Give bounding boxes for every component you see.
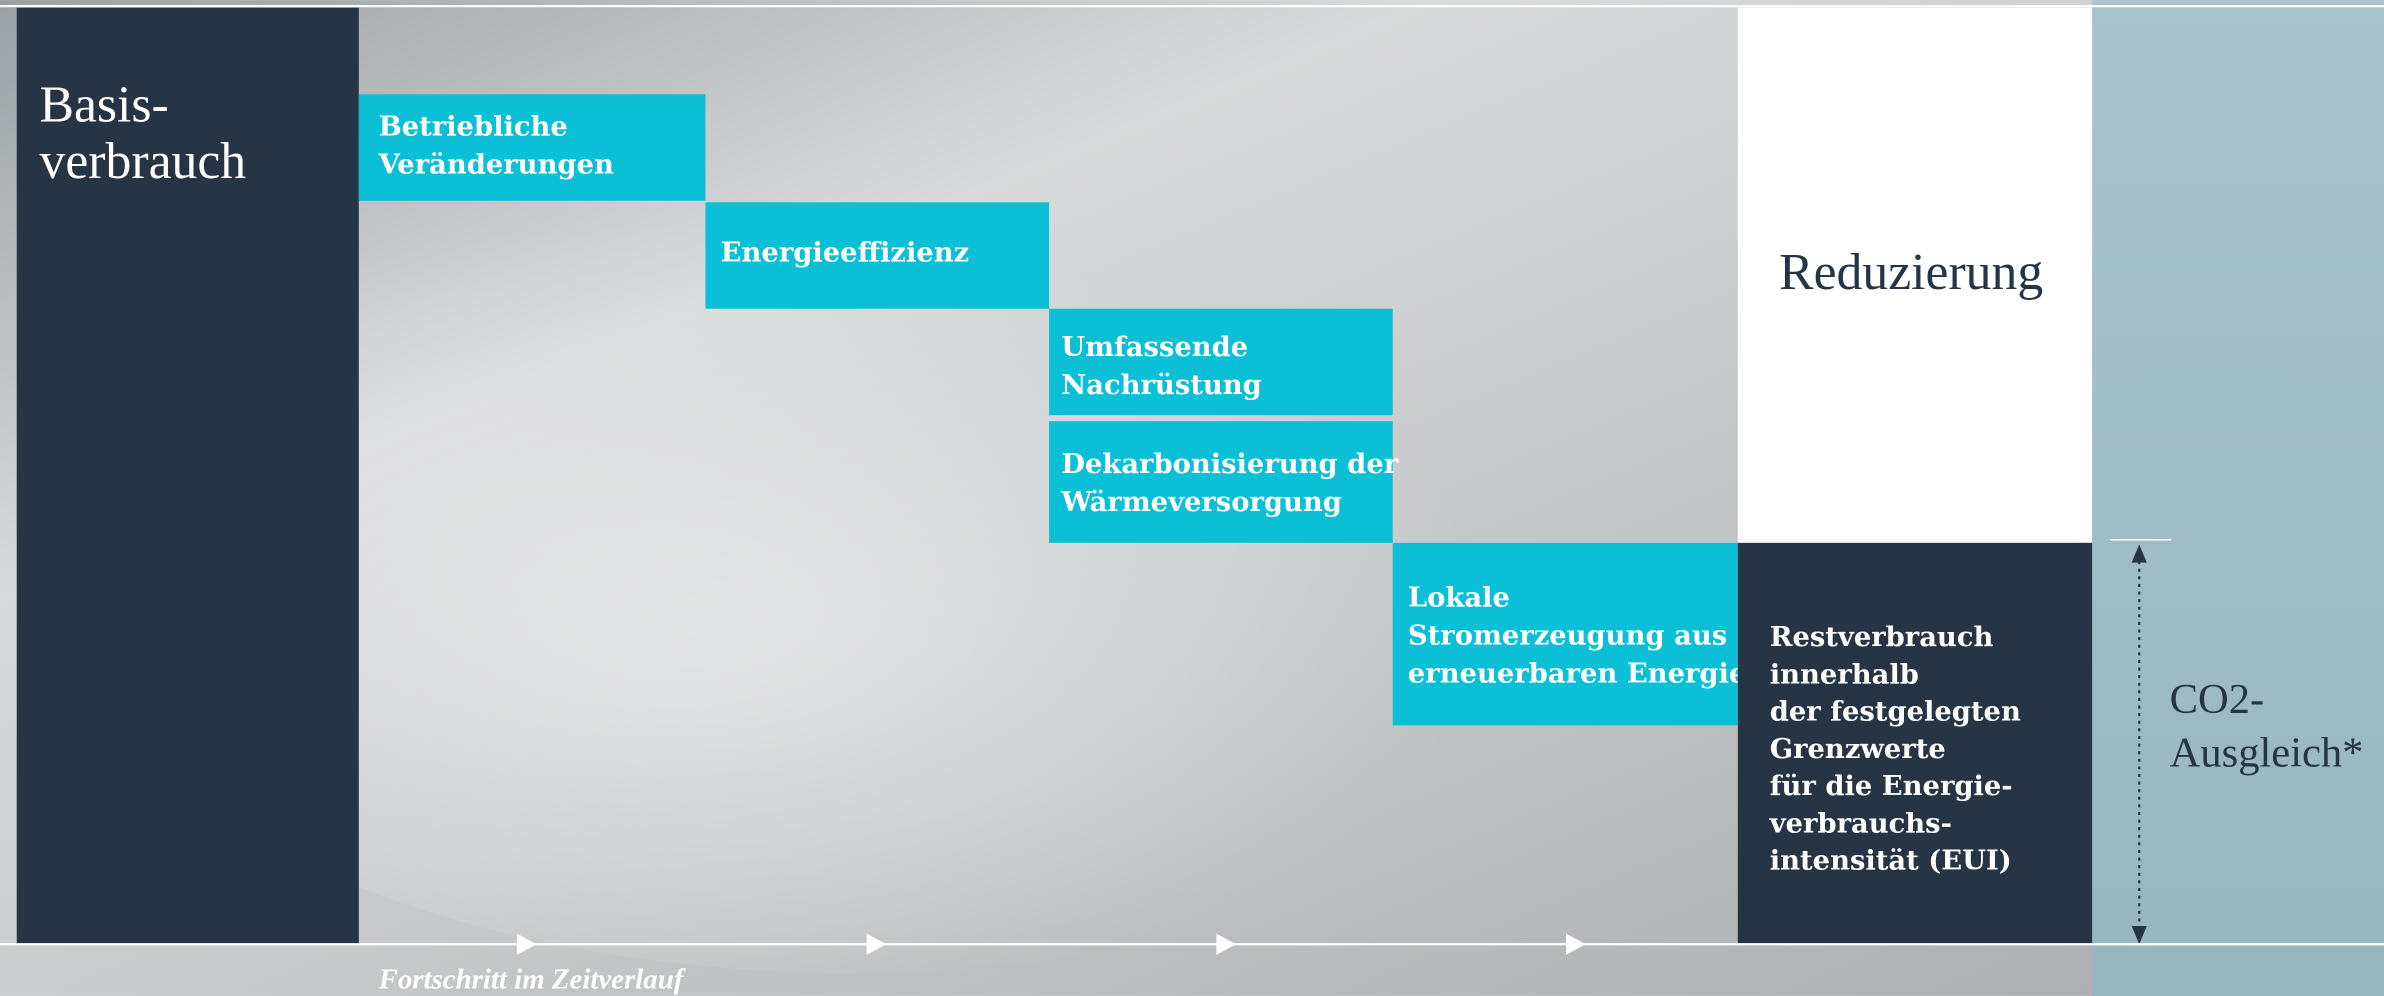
step-label: Energieeffizienz <box>721 237 970 269</box>
residual-label: der festgelegten <box>1770 696 2021 728</box>
step-label: Nachrüstung <box>1061 369 1262 401</box>
step-label: Lokale <box>1408 582 1510 614</box>
reduction-label: Reduzierung <box>1779 244 2043 301</box>
step-label: erneuerbaren Energie <box>1408 658 1746 690</box>
base-label: Basis- <box>40 77 169 134</box>
residual-label: Restverbrauch <box>1770 621 1994 653</box>
step-label: Veränderungen <box>378 148 614 180</box>
sky-panel <box>2092 0 2384 996</box>
base-label: verbrauch <box>40 133 247 190</box>
step-label: Dekarbonisierung der <box>1061 448 1398 480</box>
page: Basis- verbrauch Betriebliche Veränderun… <box>0 0 2384 996</box>
residual-label: für die Energie- <box>1770 770 2013 802</box>
residual-label: verbrauchs- <box>1769 807 1952 839</box>
offset-label: Ausgleich* <box>2170 729 2364 776</box>
residual-label: Grenzwerte <box>1770 733 1946 765</box>
residual-label: intensität (EUI) <box>1770 845 2012 877</box>
residual-label: innerhalb <box>1770 658 1919 690</box>
timeline-label: Fortschritt im Zeitverlauf <box>378 963 687 995</box>
step-label: Betriebliche <box>379 110 568 142</box>
step-label: Wärmeversorgung <box>1060 486 1342 518</box>
step-box <box>1049 421 1393 543</box>
step-label: Umfassende <box>1061 331 1248 363</box>
offset-label: CO2- <box>2170 676 2265 723</box>
diagram: Basis- verbrauch Betriebliche Veränderun… <box>0 0 2384 996</box>
step-label: Stromerzeugung aus <box>1408 620 1727 652</box>
